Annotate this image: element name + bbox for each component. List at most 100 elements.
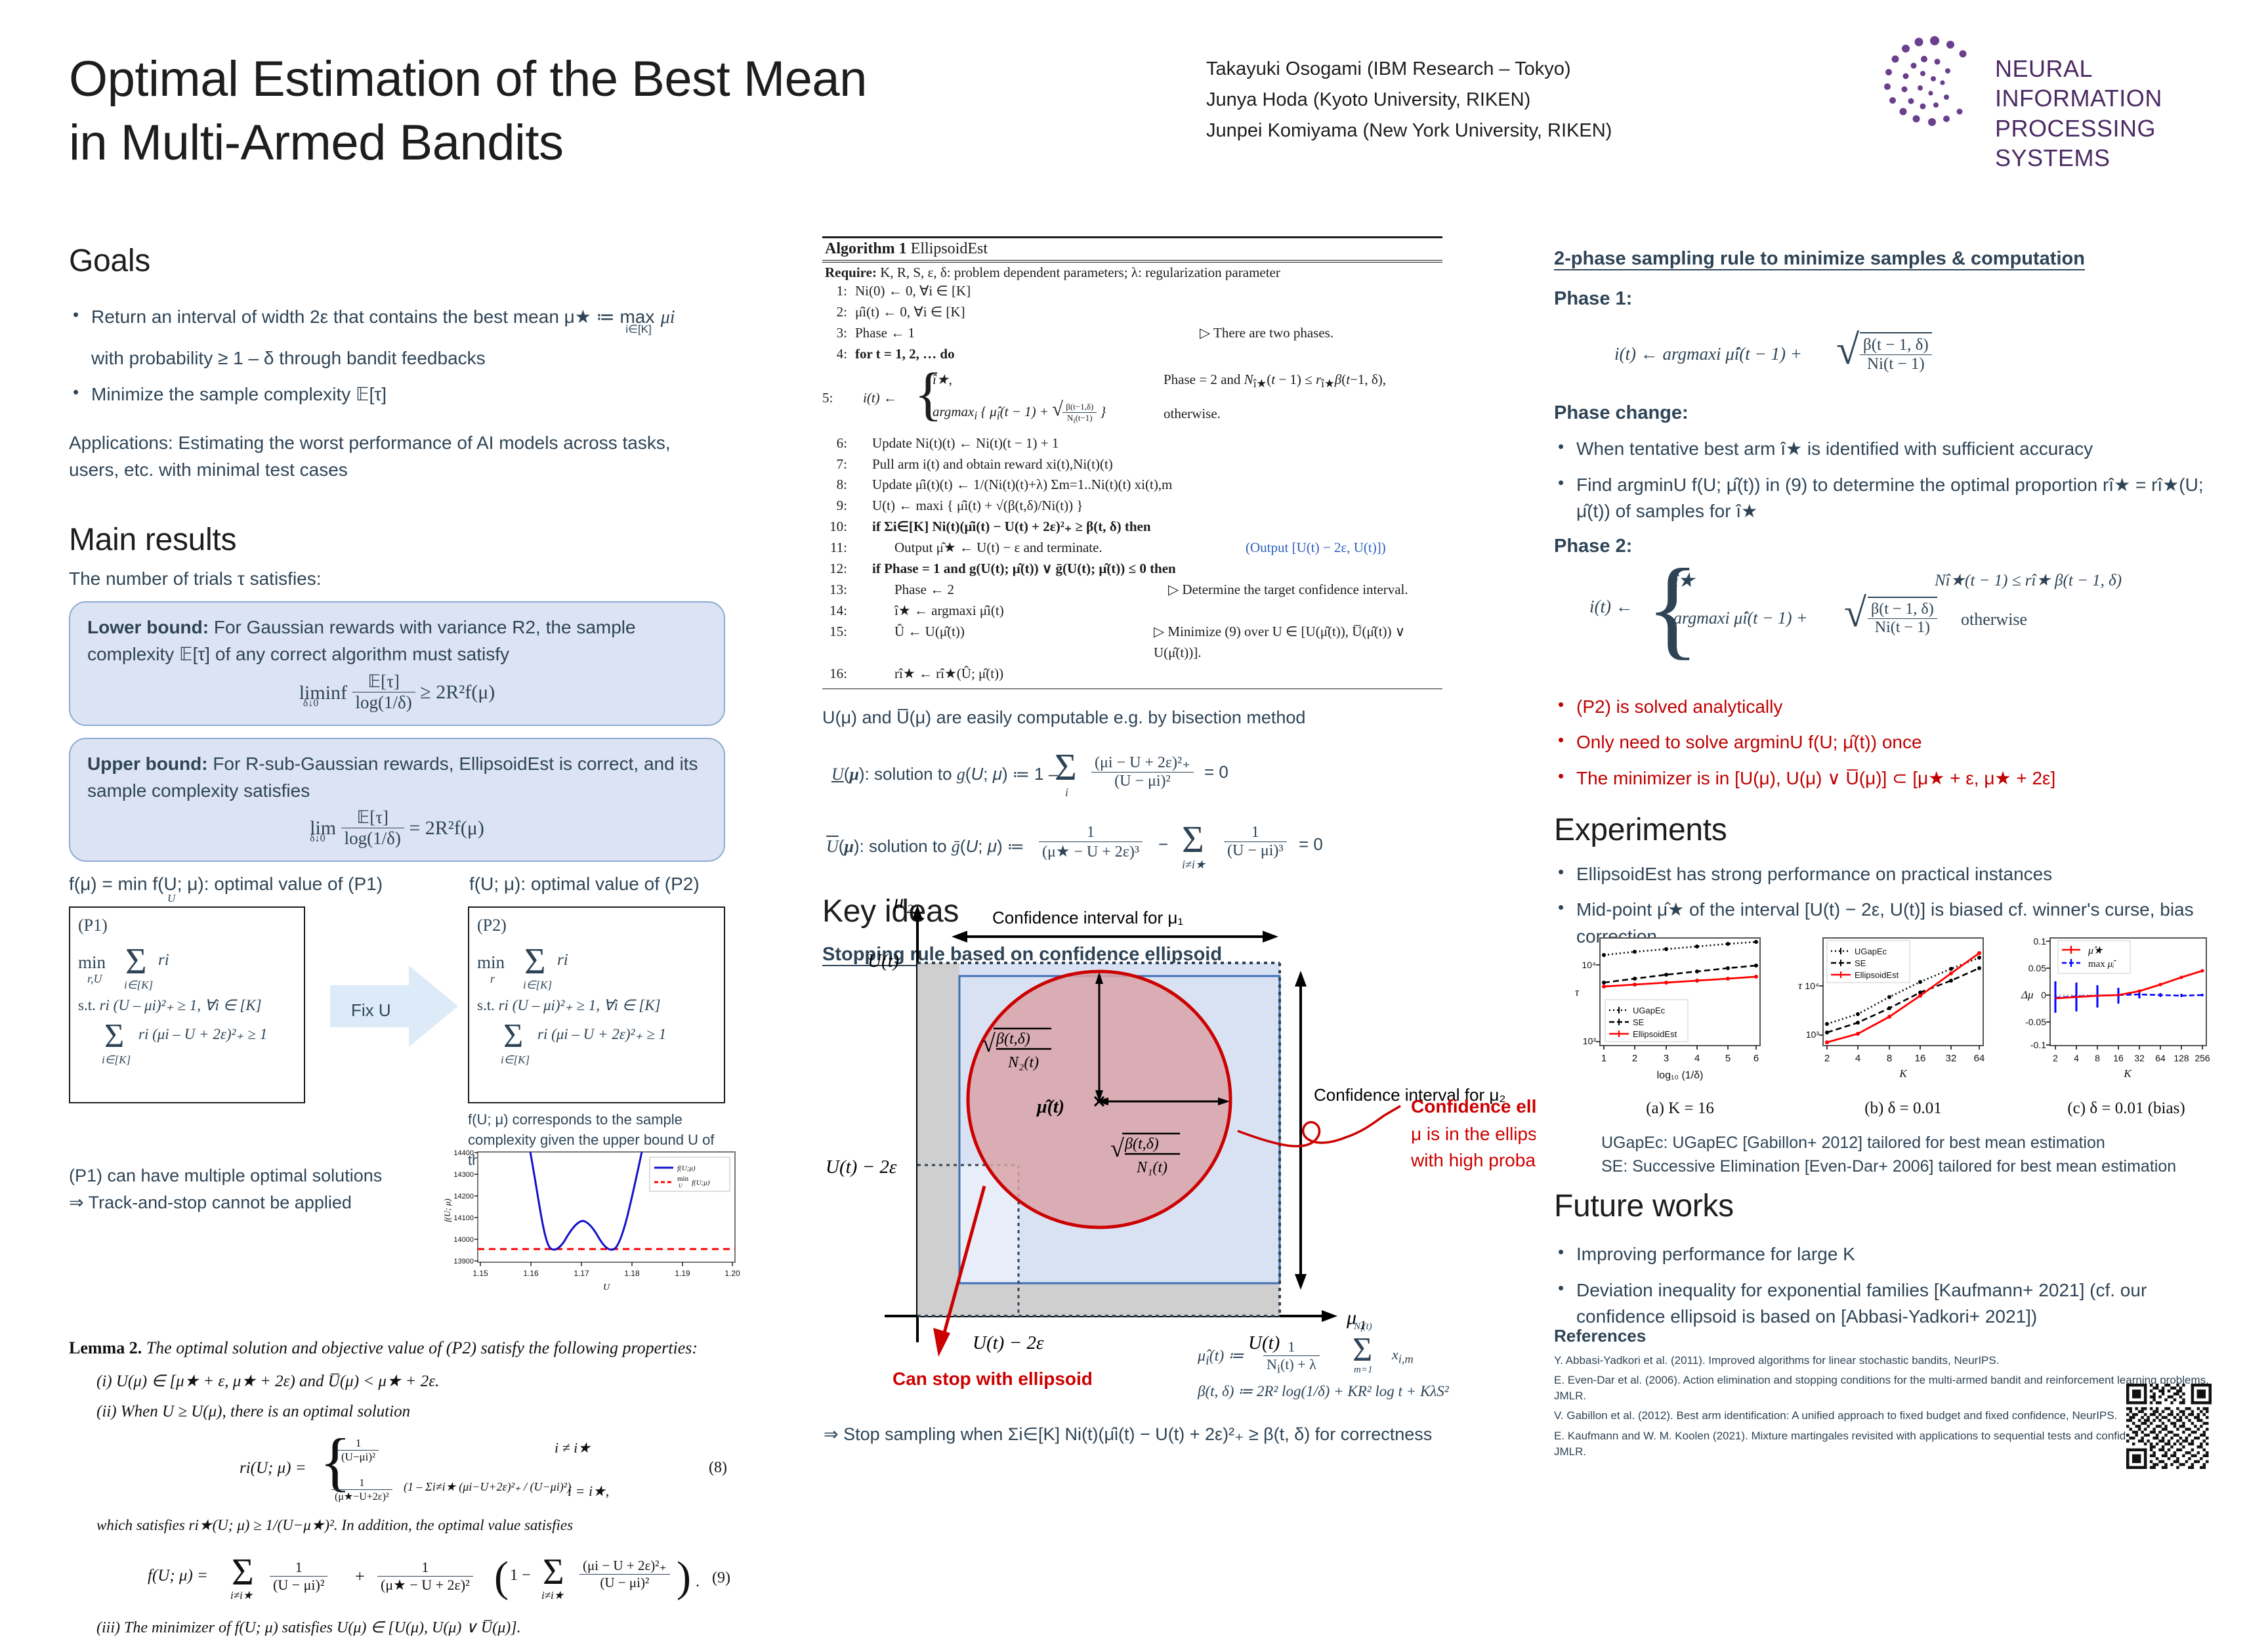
phase1-formula: i(t) ← argmaxi μ̂i(t − 1) + √ β(t − 1, δ…	[1554, 314, 2230, 396]
svg-text:10⁴: 10⁴	[1805, 981, 1819, 991]
upper-bound-op-sub: δ↓0	[310, 832, 326, 844]
qr-code[interactable]	[2126, 1384, 2212, 1469]
algorithm-title: Algorithm 1 EllipsoidEst	[822, 238, 1442, 260]
svg-text:1.19: 1.19	[675, 1269, 690, 1278]
algorithm-line-body: Output μ̂★ ← U(t) − ε and terminate.	[894, 540, 1102, 556]
lower-bound-rel: ≥ 2R²f(μ)	[420, 681, 495, 704]
phase1-sqrt-icon: √	[1836, 326, 1860, 373]
svg-text:3: 3	[1664, 1053, 1669, 1064]
lemma-block: Lemma 2. The optimal solution and object…	[69, 1338, 745, 1637]
p1-sum-var: ri	[158, 950, 169, 969]
svg-text:U: U	[603, 1283, 610, 1292]
lower-bound-num: 𝔼[τ]	[368, 671, 400, 692]
svg-text:τ: τ	[1798, 979, 1803, 992]
qr-code-graphic	[2126, 1384, 2212, 1469]
p1-sum2: Σ	[104, 1017, 125, 1055]
x-right-label: U(t)	[1248, 1332, 1280, 1353]
algorithm-line: 15: Û ← U(μ̂(t)) ▷ Minimize (9) over U ∈…	[822, 622, 1442, 664]
experiments-bullet-1: EllipsoidEst has strong performance on p…	[1554, 860, 2230, 888]
caption-c: (c) δ = 0.01 (bias)	[2067, 1099, 2185, 1117]
lemma-item-ii: (ii) When U ≥ U(μ), there is an optimal …	[96, 1403, 411, 1421]
svg-text:14000: 14000	[453, 1236, 474, 1244]
bisection-eq-2: U(μ): solution to ḡ(U; μ) ≔ 1 (μ★ − U + …	[822, 809, 1442, 882]
algorithm-line: 13: Phase ← 2 ▷ Determine the target con…	[822, 580, 1442, 601]
upper-bound-label: Upper bound:	[87, 754, 208, 775]
svg-text:128: 128	[2174, 1053, 2189, 1063]
svg-text:SE: SE	[1855, 958, 1866, 968]
future-bullet-2: Deviation inequality for exponential fam…	[1554, 1276, 2230, 1330]
phase1-lhs: i(t) ← argmaxi μ̂i(t − 1) +	[1614, 344, 1802, 364]
legend-note-1: UGapEc: UGapEC [Gabillon+ 2012] tailored…	[1601, 1134, 2105, 1152]
goals-bullet-1-cont: with probability ≥ 1 – δ through bandit …	[91, 348, 486, 369]
eq9-sum2-icon: Σ	[543, 1552, 564, 1593]
future-works-block: Future works Improving performance for l…	[1554, 1188, 2230, 1340]
def-beta: β(t, δ) ≔ 2R² log(1/δ) + KR² log t + KλS…	[1198, 1383, 1449, 1399]
references-heading: References	[1554, 1326, 1647, 1346]
lemma-header: Lemma 2. The optimal solution and object…	[69, 1338, 745, 1358]
algorithm-line-body: Pull arm i(t) and obtain reward xi(t),Ni…	[872, 456, 1113, 472]
svg-text:5: 5	[1725, 1053, 1731, 1064]
eq9-sum1-icon: Σ	[232, 1550, 254, 1594]
svg-text:14300: 14300	[453, 1171, 474, 1179]
eq9-f2-den: (μ★ − U + 2ε)²	[377, 1576, 473, 1594]
algorithm-line5-brace-icon: {	[914, 361, 943, 427]
p1-c1: ri (U – μi)²₊ ≥ 1, ∀i ∈ [K]	[99, 996, 262, 1013]
caption-b: (b) δ = 0.01	[1864, 1099, 1942, 1117]
p1-sum: Σ	[125, 941, 147, 982]
algorithm-line-body: Phase ← 2	[894, 581, 954, 597]
svg-text:min: min	[677, 1175, 689, 1183]
p1-box: (P1) min r,U Σ i∈[K] ri s.t. ri (U – μi)…	[69, 906, 305, 1104]
phase2-num: β(t − 1, δ)	[1871, 600, 1934, 618]
upper-bound-num: 𝔼[τ]	[356, 807, 389, 827]
middle-column: Algorithm 1 EllipsoidEst Require: K, R, …	[822, 236, 1442, 966]
confidence-ellipsoid-diagram: μ 1 μ 2 μ̂(t) √	[826, 891, 1536, 1357]
upper-bound-box: Upper bound: For R-sub-Gaussian rewards,…	[69, 738, 725, 862]
lemma-statement: The optimal solution and objective value…	[146, 1338, 698, 1358]
eq9-sum1-sub: i≠i★	[230, 1589, 253, 1602]
lower-bound-text: Lower bound: For Gaussian rewards with v…	[87, 614, 707, 668]
p1-sum-sub: i∈[K]	[124, 978, 154, 991]
p2-caption: f(U; μ): optimal value of (P2)	[469, 873, 700, 894]
svg-text:μ: μ	[1346, 1307, 1356, 1329]
goals-bullet-1-text: Return an interval of width 2ε that cont…	[91, 307, 655, 327]
svg-text:N₁(t): N₁(t)	[1136, 1159, 1167, 1176]
references-block: References Y. Abbasi-Yadkori et al. (201…	[1554, 1326, 2210, 1460]
y-bottom-label: U(t) − 2ε	[826, 1157, 897, 1178]
lemma-item-iii: (iii) The minimizer of f(U; μ) satisfies…	[96, 1619, 521, 1637]
svg-text:K: K	[2123, 1067, 2132, 1080]
svg-text:14100: 14100	[453, 1214, 474, 1222]
p2-tag: (P2)	[477, 916, 507, 935]
p2-objective: min r Σ i∈[K] ri	[477, 941, 716, 997]
author-3: Junpei Komiyama (New York University, RI…	[1206, 119, 1612, 141]
definitions-block: μ̂i(t) ≔ 1 Ni(t) + λ Σ Ni(t) m=1 xi,m β(…	[1198, 1321, 1449, 1400]
upper-bound-op: lim	[310, 817, 337, 839]
algorithm-line-body: î★ ← argmaxi μ̂i(t)	[894, 602, 1004, 618]
svg-text:√: √	[982, 1030, 996, 1057]
p1-caption: f(μ) = min f(U; μ): optimal value of (P1…	[69, 871, 469, 904]
svg-text:K: K	[1899, 1067, 1908, 1080]
svg-text:-0.05: -0.05	[2025, 1017, 2046, 1027]
p1-st: s.t.	[78, 996, 96, 1013]
bisect1-num: (μi − U + 2ε)²₊	[1095, 754, 1190, 771]
algorithm-line-body: Phase ← 1	[855, 324, 915, 341]
upper-bound-formula: lim δ↓0 𝔼[τ] log(1/δ) = 2R²f(μ)	[87, 807, 707, 849]
svg-text:0.05: 0.05	[2028, 963, 2046, 973]
multi-opt-and-chart: (P1) can have multiple optimal solutions…	[69, 1149, 745, 1320]
eq9-period: .	[696, 1573, 700, 1591]
p2-sum: Σ	[524, 941, 546, 982]
def-mu-hat-term: xi,m	[1392, 1346, 1414, 1366]
title-line-2: in Multi-Armed Bandits	[69, 115, 564, 171]
eq8-case2-num: 1	[359, 1478, 365, 1489]
main-results-heading: Main results	[69, 522, 237, 557]
algorithm-line-number: 6:	[836, 435, 847, 451]
p2-min-sub: r	[490, 971, 495, 985]
author-1: Takayuki Osogami (IBM Research – Tokyo)	[1206, 58, 1571, 79]
phase1-label: Phase 1:	[1554, 288, 1633, 309]
bisect2-eq0: = 0	[1299, 834, 1323, 854]
svg-text:SE: SE	[1633, 1017, 1645, 1027]
svg-text:8: 8	[2095, 1053, 2100, 1063]
algorithm-line-5: 5: i(t) ← { î★, Phase = 2 and Nî★(t − 1)…	[822, 361, 1442, 433]
p2-c2: ri (μi – U + 2ε)²₊ ≥ 1	[537, 1025, 667, 1042]
multi-opt-line-1: (P1) can have multiple optimal solutions	[69, 1166, 383, 1186]
bisect1-lhs: U(μ): solution to g(U; μ) ≔ 1 –	[831, 763, 1059, 784]
